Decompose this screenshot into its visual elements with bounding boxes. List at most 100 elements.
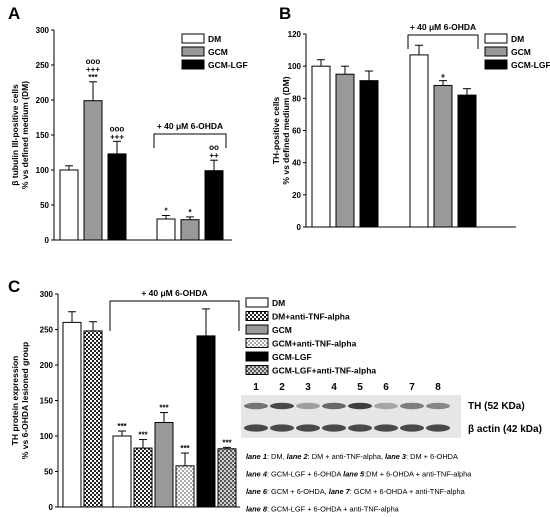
legend-swatch [245,338,269,348]
y-axis-label: % vs 6-OHDA lesioned group [20,342,30,459]
legend-swatch [245,324,269,335]
y-tick-label: 200 [36,96,50,105]
bar-dm [62,321,82,508]
y-tick-label: 150 [36,131,50,140]
y-tick-label: 0 [45,236,50,245]
th-band [244,402,268,410]
chart-panel-b: 0 20 40 60 80 100 120 TH-positive cells% vs def… [271,22,550,232]
y-tick-label: 150 [40,397,54,406]
significance-label: *** [180,444,190,453]
legend-label: GCM [272,325,292,335]
lane-number: 1 [253,382,259,393]
y-tick-label: 80 [292,94,301,103]
th-band [374,402,398,410]
bar-dm [59,169,79,241]
band-label-actin: β actin (42 kDa) [468,424,542,435]
western-blot: 1 2 3 4 5 6 7 8 TH (52 KDa) β actin (42 kDa) [241,382,542,438]
bar-gcm [180,219,200,241]
significance-label: ooo [86,57,101,66]
legend-label: DM [272,298,285,308]
y-tick-label: 250 [36,61,50,70]
bar-gcm [83,100,103,241]
caption-line: lane 8: GCM-LGF + 6-OHDA + anti-TNF-alph… [246,505,400,514]
legend-label: DM [511,34,524,44]
caption-line: lane 4: GCM-LGF + 6-OHDA lane 5:DM + 6-O… [246,470,472,479]
legend-label: GCM-LGF [511,60,550,70]
legend-label: GCM [208,47,228,57]
legend-swatch [245,365,269,375]
blot-membrane [241,395,461,438]
significance-label: oo [209,143,219,152]
legend-swatch [181,33,205,44]
legend-label: GCM [511,47,531,57]
bracket-label: + 40 μM 6-OHDA [141,288,207,298]
th-band [270,402,294,410]
y-tick-label: 120 [288,30,302,39]
bar-gcm [154,422,174,508]
y-tick-label: 50 [40,201,49,210]
legend-label: GCM-LGF [272,352,312,362]
significance-label: *** [117,422,127,431]
y-tick-label: 300 [36,26,50,35]
significance-label: * [188,208,192,217]
y-tick-label: 20 [292,191,301,200]
legend-label: GCM-LGF [208,60,248,70]
y-tick-label: 300 [40,290,54,299]
th-band [426,402,450,410]
legend-swatch [484,33,508,44]
lane-number: 5 [357,382,363,393]
significance-label: ++ [209,151,219,160]
significance-label: ooo [110,124,125,133]
lane-number: 2 [279,382,285,393]
y-axis-label: % vs defined medium (DM) [281,76,291,184]
lane-number: 8 [435,382,441,393]
significance-label: +++ [110,132,124,141]
legend-swatch [245,297,269,308]
bar-dm [156,218,176,241]
panel-letter-a: A [8,4,20,23]
bar-dm [409,54,429,228]
significance-label: *** [88,73,98,82]
chart-panel-a: 0 50 100 150 200 250 300 β tubulin III-positive… [10,26,248,245]
y-axis-label: TH protein expression [10,356,20,446]
legend-label: GCM+anti-TNF-alpha [272,339,357,349]
legend-swatch [484,46,508,57]
bar-dm [112,435,132,508]
lane-caption: lane 1: DM, lane 2: DM + anti-TNF-alpha,… [246,452,472,514]
actin-band [400,424,424,432]
y-tick-label: 100 [36,166,50,175]
actin-band [348,424,372,432]
bar-gcm-lgf [107,153,127,241]
bracket-label: + 40 μM 6-OHDA [157,121,223,131]
y-tick-label: 200 [40,361,54,370]
bar-gcm-lgf [204,170,224,241]
chart-panel-c: 0 50 100 150 200 250 300 TH protein expression%… [10,288,376,512]
bar-gcm-lgf [196,335,216,508]
actin-band [426,424,450,432]
bar-gcm [433,84,453,228]
treatment-bracket [109,300,240,331]
treatment-bracket [407,34,479,49]
legend-swatch [484,59,508,70]
significance-label: *** [222,438,232,447]
bar-gcm-lgf [457,94,477,228]
legend-swatch [181,46,205,57]
bar-gcm-anti-tnf-alpha [175,465,195,508]
actin-band [270,424,294,432]
caption-line: lane 6: GCM + 6-OHDA, lane 7: GCM + 6-OH… [246,487,466,496]
actin-band [244,424,268,432]
legend-swatch [245,311,269,321]
treatment-bracket [153,133,227,148]
significance-label: +++ [86,65,100,74]
significance-label: *** [159,404,169,413]
y-tick-label: 0 [297,223,302,232]
lane-number: 4 [331,382,337,393]
legend-label: DM+anti-TNF-alpha [272,312,350,322]
significance-label: + [441,72,446,81]
y-tick-label: 40 [292,159,301,168]
bar-dm [311,65,331,228]
lane-number: 6 [383,382,389,393]
legend-swatch [181,59,205,70]
y-tick-label: 250 [40,326,54,335]
